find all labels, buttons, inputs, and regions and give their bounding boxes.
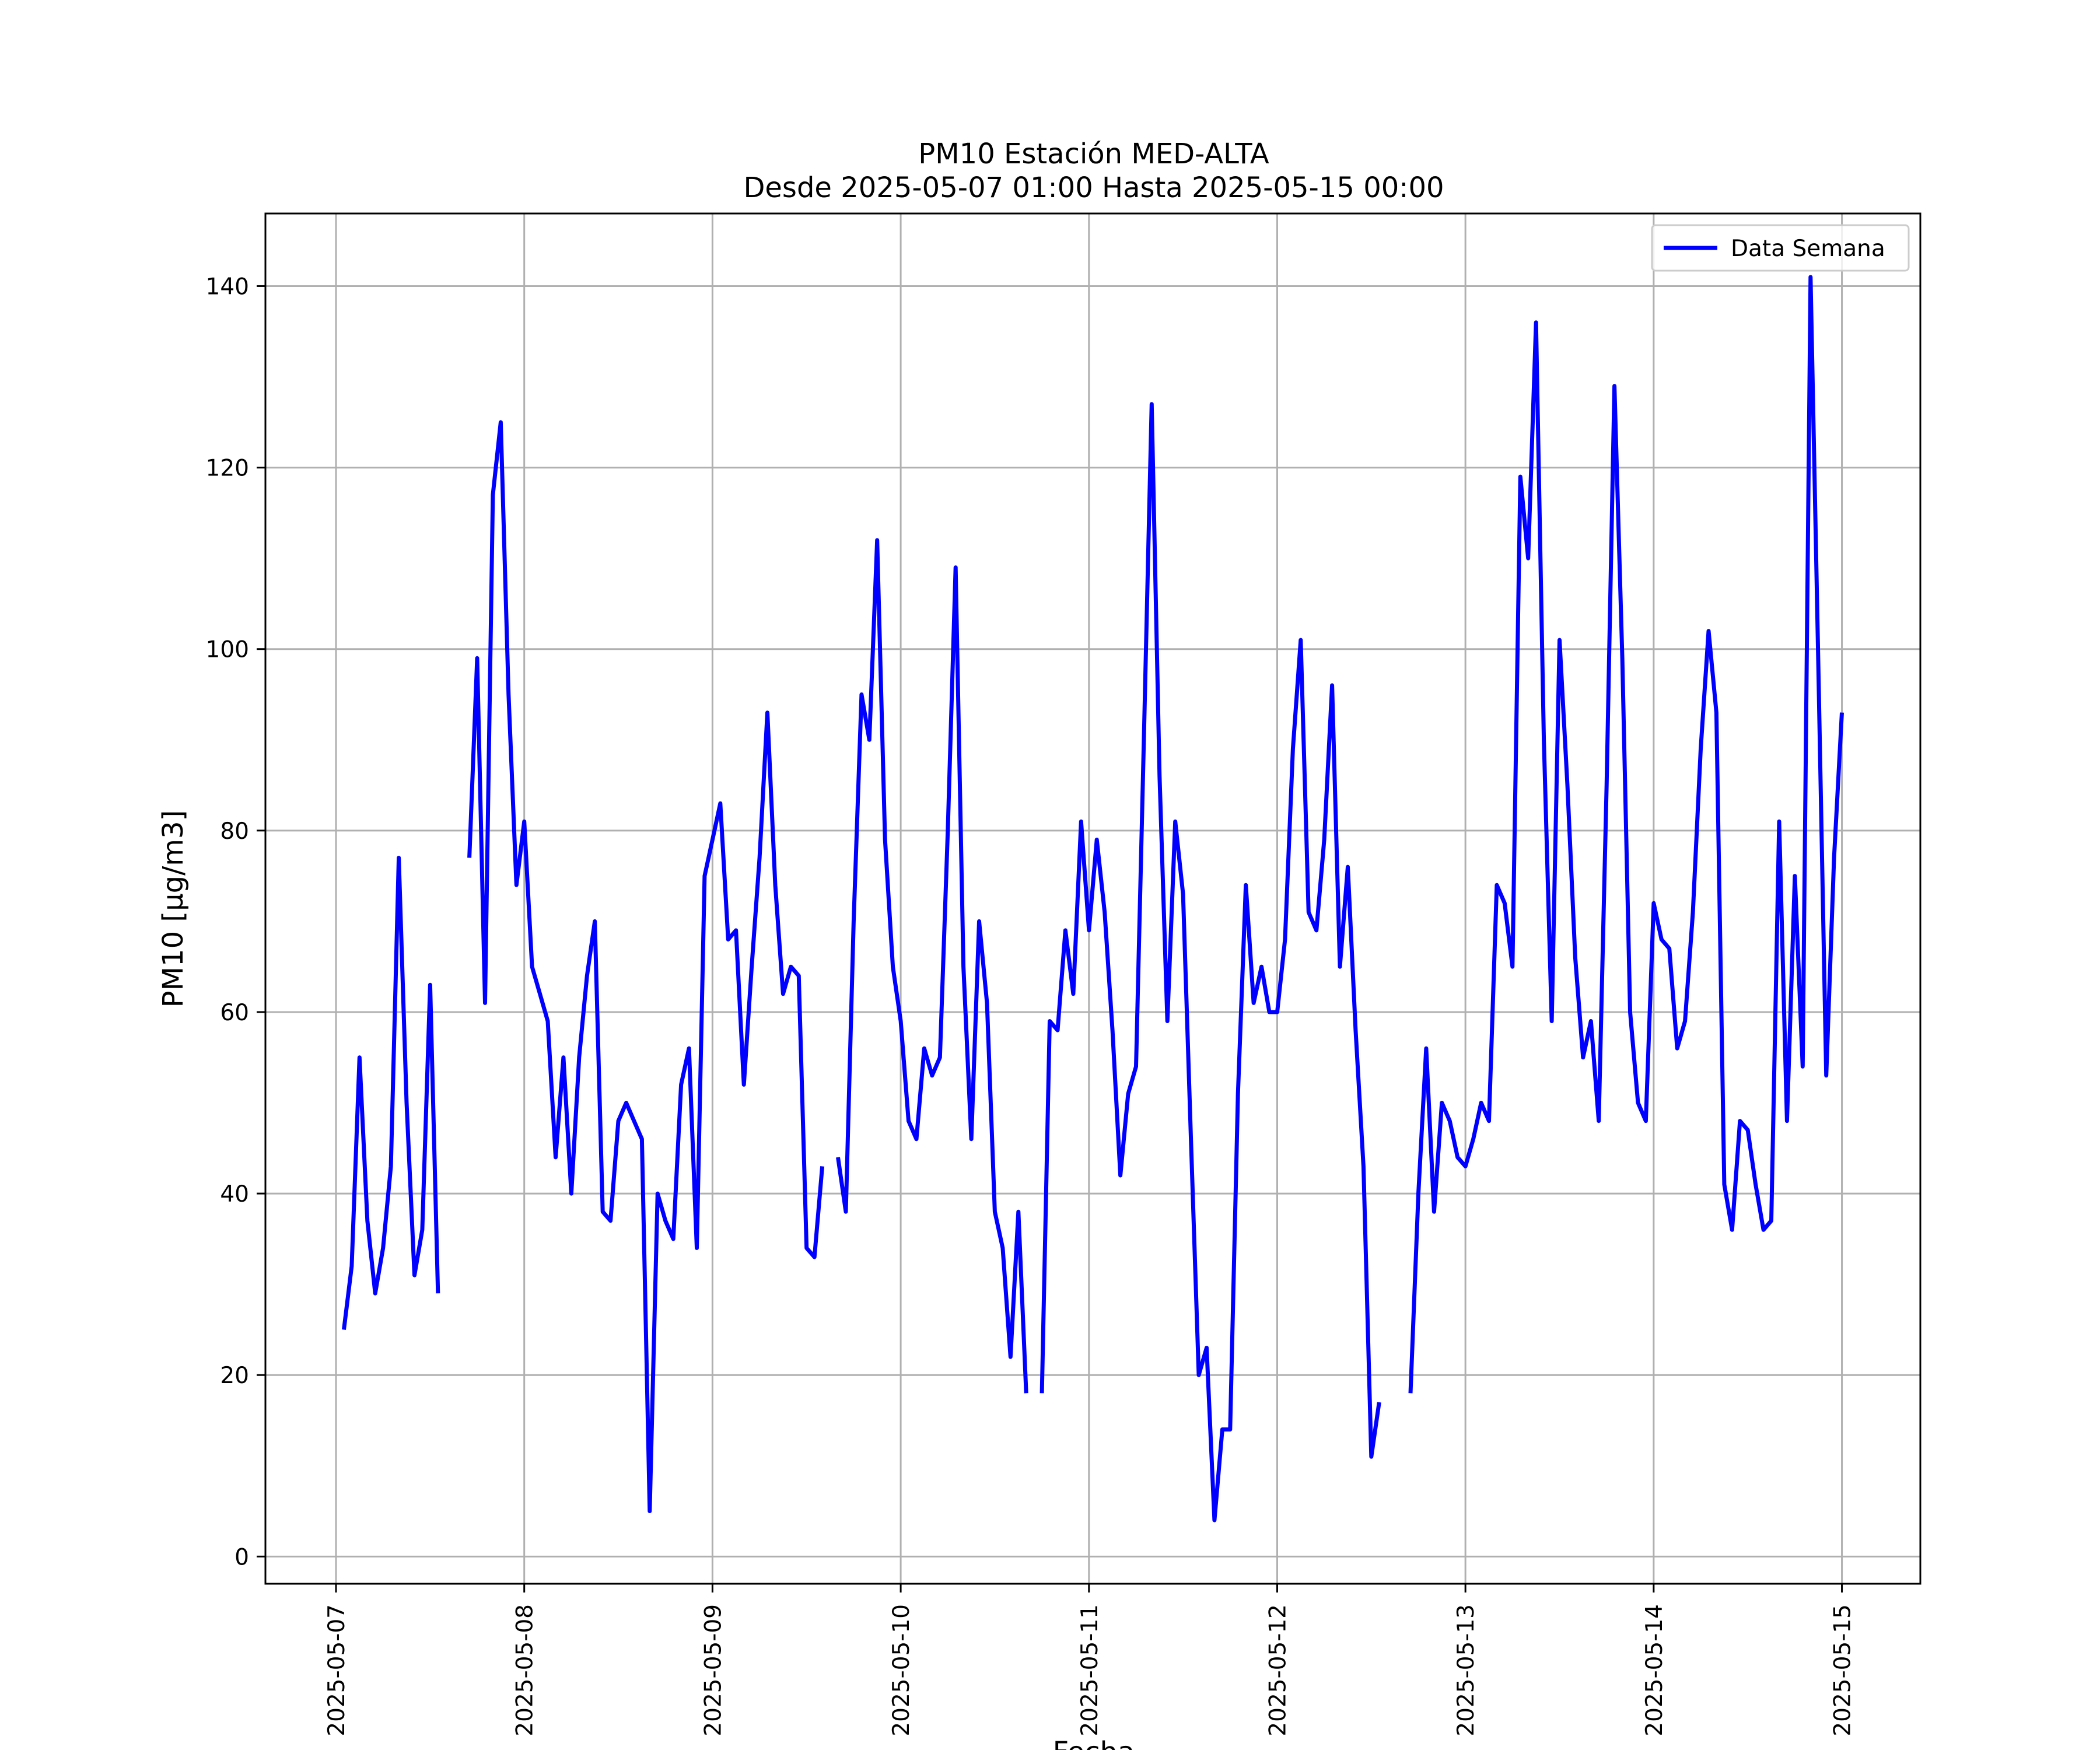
x-tick-label: 2025-05-14 bbox=[1642, 1604, 1668, 1737]
x-tick-label: 2025-05-11 bbox=[1077, 1604, 1103, 1737]
series-line-segment bbox=[467, 420, 825, 1513]
y-tick-label: 80 bbox=[220, 818, 249, 845]
series-line-segment bbox=[342, 856, 440, 1330]
x-tick-label: 2025-05-07 bbox=[324, 1604, 350, 1737]
x-tick-label: 2025-05-12 bbox=[1265, 1604, 1291, 1737]
series-line-segment bbox=[1040, 402, 1381, 1522]
x-tick-label: 2025-05-15 bbox=[1830, 1604, 1856, 1737]
legend-label-data-semana: Data Semana bbox=[1731, 236, 1885, 262]
y-tick-label: 60 bbox=[220, 1000, 249, 1026]
plot-frame bbox=[264, 212, 1922, 1585]
x-tick-label: 2025-05-13 bbox=[1453, 1604, 1479, 1737]
series-lines bbox=[342, 275, 1844, 1522]
x-tick-label: 2025-05-09 bbox=[700, 1604, 726, 1737]
axes: 2025-05-07 2025-05-08 2025-05-09 2025-05-10… bbox=[206, 212, 1922, 1737]
legend: Data Semana bbox=[1651, 224, 1910, 272]
y-tick-label: 40 bbox=[220, 1181, 249, 1208]
grid-lines bbox=[265, 214, 1920, 1584]
chart-title-line-1: PM10 Estación MED-ALTA bbox=[918, 138, 1269, 170]
x-tick-label: 2025-05-08 bbox=[512, 1604, 538, 1737]
y-axis-label: PM10 [μg/m3] bbox=[157, 810, 190, 1008]
y-tick-label: 120 bbox=[206, 456, 249, 482]
y-tick-label: 100 bbox=[206, 637, 249, 663]
chart-title-line-2: Desde 2025-05-07 01:00 Hasta 2025-05-15 … bbox=[743, 172, 1444, 204]
series-line-segment bbox=[836, 538, 1028, 1394]
x-tick-label: 2025-05-10 bbox=[888, 1604, 915, 1737]
legend-box bbox=[1651, 224, 1910, 272]
y-tick-label: 20 bbox=[220, 1363, 249, 1389]
x-axis-label: Fecha bbox=[1053, 1736, 1135, 1750]
y-tick-label: 140 bbox=[206, 274, 249, 300]
y-tick-label: 0 bbox=[235, 1544, 249, 1570]
series-line-segment bbox=[1408, 275, 1844, 1394]
